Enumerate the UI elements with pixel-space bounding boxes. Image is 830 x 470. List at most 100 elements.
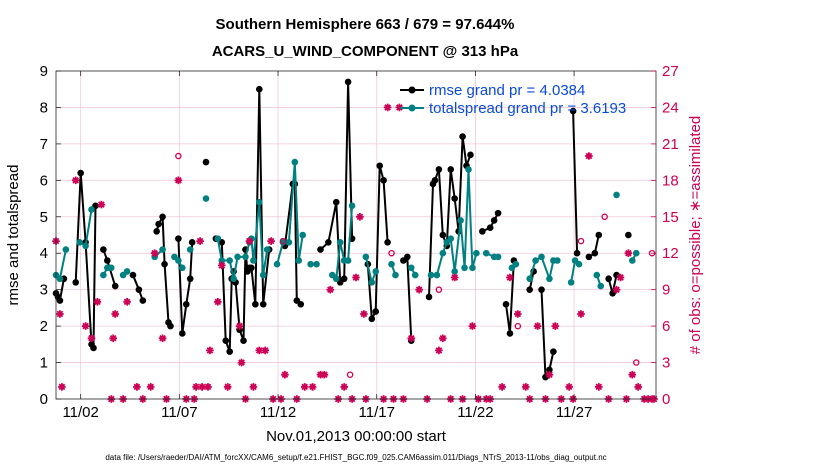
obs-assimilated-marker-51 bbox=[356, 213, 364, 221]
obs-assimilated-marker-17 bbox=[158, 334, 167, 343]
obs-assimilated-marker-6 bbox=[93, 298, 102, 306]
totalspread-point-4-1 bbox=[159, 246, 166, 253]
obs-assimilated-marker-78 bbox=[545, 370, 554, 379]
totalspread-point-20-0 bbox=[593, 271, 601, 279]
obs-assimilated-marker-87 bbox=[612, 285, 621, 294]
x-tick-label-0: 11/02 bbox=[62, 404, 98, 421]
obs-assimilated-marker-36 bbox=[261, 346, 269, 355]
totalspread-point-8-3 bbox=[230, 275, 237, 283]
totalspread-point-15-0 bbox=[427, 271, 435, 279]
obs-assimilated-marker-34 bbox=[249, 383, 258, 391]
obs-assimilated-marker-52 bbox=[360, 310, 368, 318]
obs-assimilated-marker-46 bbox=[326, 285, 335, 294]
x-tick-label-5: 11/27 bbox=[556, 404, 592, 421]
obs-assimilated-marker-29 bbox=[223, 383, 232, 391]
legend-rmse-label: rmse grand pr = 4.0384 bbox=[429, 82, 585, 99]
totalspread-point-15-6 bbox=[457, 217, 464, 224]
rmse-point-12-3 bbox=[435, 166, 443, 173]
rmse-point-16-0 bbox=[538, 286, 545, 293]
rmse-point-12-4 bbox=[439, 231, 447, 239]
obs-assimilated-marker-37 bbox=[267, 237, 275, 245]
obs-possible-marker-0 bbox=[175, 152, 182, 160]
obs-assimilated-marker-85 bbox=[595, 383, 603, 391]
totalspread-point-8-5 bbox=[242, 253, 249, 261]
rmse-point-13-0 bbox=[479, 228, 486, 235]
obs-assimilated-marker-40 bbox=[281, 370, 289, 379]
obs-assimilated-marker-42 bbox=[300, 383, 309, 391]
obs-assimilated-marker-83 bbox=[577, 310, 585, 318]
rmse-point-12-2 bbox=[431, 177, 439, 184]
totalspread-point-9-4 bbox=[295, 257, 303, 264]
rmse-point-2-1 bbox=[104, 257, 111, 264]
obs-assimilated-marker-4 bbox=[81, 322, 90, 330]
obs-assimilated-marker-31 bbox=[237, 358, 246, 367]
y-right-tick-label-5: 15 bbox=[662, 209, 679, 226]
totalspread-point-6-0 bbox=[186, 246, 194, 253]
totalspread-point-8-2 bbox=[226, 257, 233, 264]
rmse-point-14-0 bbox=[502, 300, 510, 308]
y-left-tick-label-0: 0 bbox=[40, 391, 48, 408]
totalspread-point-11-5 bbox=[348, 202, 356, 210]
totalspread-point-22-0 bbox=[629, 257, 636, 264]
rmse-point-4-5 bbox=[167, 322, 174, 330]
legend-rmse-marker bbox=[408, 86, 416, 94]
obs-assimilated-marker-1 bbox=[56, 310, 64, 318]
obs-assimilated-marker-13 bbox=[133, 383, 141, 391]
totalspread-point-10-0 bbox=[307, 260, 314, 268]
rmse-point-13-1 bbox=[486, 224, 494, 232]
obs-assimilated-marker-30 bbox=[235, 322, 244, 330]
y-right-tick-label-2: 6 bbox=[662, 318, 670, 335]
rmse-point-2-0 bbox=[100, 246, 107, 253]
totalspread-point-10-1 bbox=[313, 260, 320, 268]
rmse-point-10-5 bbox=[384, 238, 391, 246]
rmse-point-17-1 bbox=[573, 249, 581, 257]
obs-assimilated-marker-59 bbox=[407, 334, 416, 343]
rmse-point-16-3 bbox=[550, 348, 557, 355]
totalspread-point-17-1 bbox=[512, 260, 520, 268]
obs-assimilated-marker-16 bbox=[150, 249, 159, 257]
rmse-point-1-0 bbox=[72, 279, 80, 286]
obs-assimilated-marker-27 bbox=[214, 298, 222, 306]
x-tick-label-3: 11/17 bbox=[359, 404, 395, 421]
rmse-point-18-0 bbox=[585, 253, 593, 261]
y-left-tick-label-1: 1 bbox=[40, 355, 48, 372]
rmse-point-17-0 bbox=[569, 107, 577, 115]
totalspread-line-segment-9 bbox=[276, 161, 304, 265]
totalspread-point-9-3 bbox=[291, 158, 299, 166]
chart-title: Southern Hemisphere 663 / 679 = 97.644% bbox=[216, 16, 515, 33]
totalspread-point-18-5 bbox=[554, 257, 561, 264]
totalspread-point-19-0 bbox=[567, 279, 575, 286]
obs-possible-marker-4 bbox=[435, 286, 443, 293]
totalspread-point-9-1 bbox=[279, 238, 287, 246]
rmse-point-9-0 bbox=[317, 246, 324, 253]
totalspread-point-13-1 bbox=[392, 271, 399, 279]
totalspread-point-15-2 bbox=[439, 249, 447, 257]
obs-assimilated-marker-71 bbox=[498, 383, 506, 391]
obs-assimilated-marker-63 bbox=[439, 334, 447, 343]
y-left-tick-label-3: 3 bbox=[40, 282, 48, 299]
obs-possible-marker-1 bbox=[279, 237, 287, 245]
obs-assimilated-marker-55 bbox=[383, 103, 392, 112]
rmse-point-5-2 bbox=[182, 300, 190, 308]
y-left-tick-label-9: 9 bbox=[40, 63, 48, 80]
rmse-point-19-0 bbox=[605, 275, 612, 283]
y-right-tick-label-8: 24 bbox=[662, 99, 679, 116]
totalspread-point-1-2 bbox=[88, 206, 95, 213]
totalspread-point-15-10 bbox=[473, 249, 480, 257]
y-right-tick-label-0: 0 bbox=[662, 391, 670, 408]
rmse-point-7-2 bbox=[222, 337, 230, 344]
y-left-tick-label-4: 4 bbox=[40, 245, 48, 262]
y-right-tick-label-1: 3 bbox=[662, 355, 670, 372]
rmse-point-10-3 bbox=[376, 162, 383, 170]
rmse-point-7-14 bbox=[255, 85, 263, 93]
rmse-point-6-0 bbox=[202, 158, 210, 166]
rmse-point-15-0 bbox=[526, 286, 533, 293]
obs-assimilated-marker-43 bbox=[308, 383, 317, 391]
totalspread-point-5-1 bbox=[175, 257, 182, 264]
obs-assimilated-marker-88 bbox=[616, 273, 625, 282]
totalspread-point-8-0 bbox=[214, 235, 222, 242]
axis-ticks: 11/02 11/07 11/12 11/17 11/22 11/270123456789… bbox=[40, 63, 679, 421]
rmse-point-1-4 bbox=[90, 344, 97, 352]
rmse-point-5-4 bbox=[188, 238, 196, 246]
totalspread-point-7-0 bbox=[202, 195, 210, 202]
